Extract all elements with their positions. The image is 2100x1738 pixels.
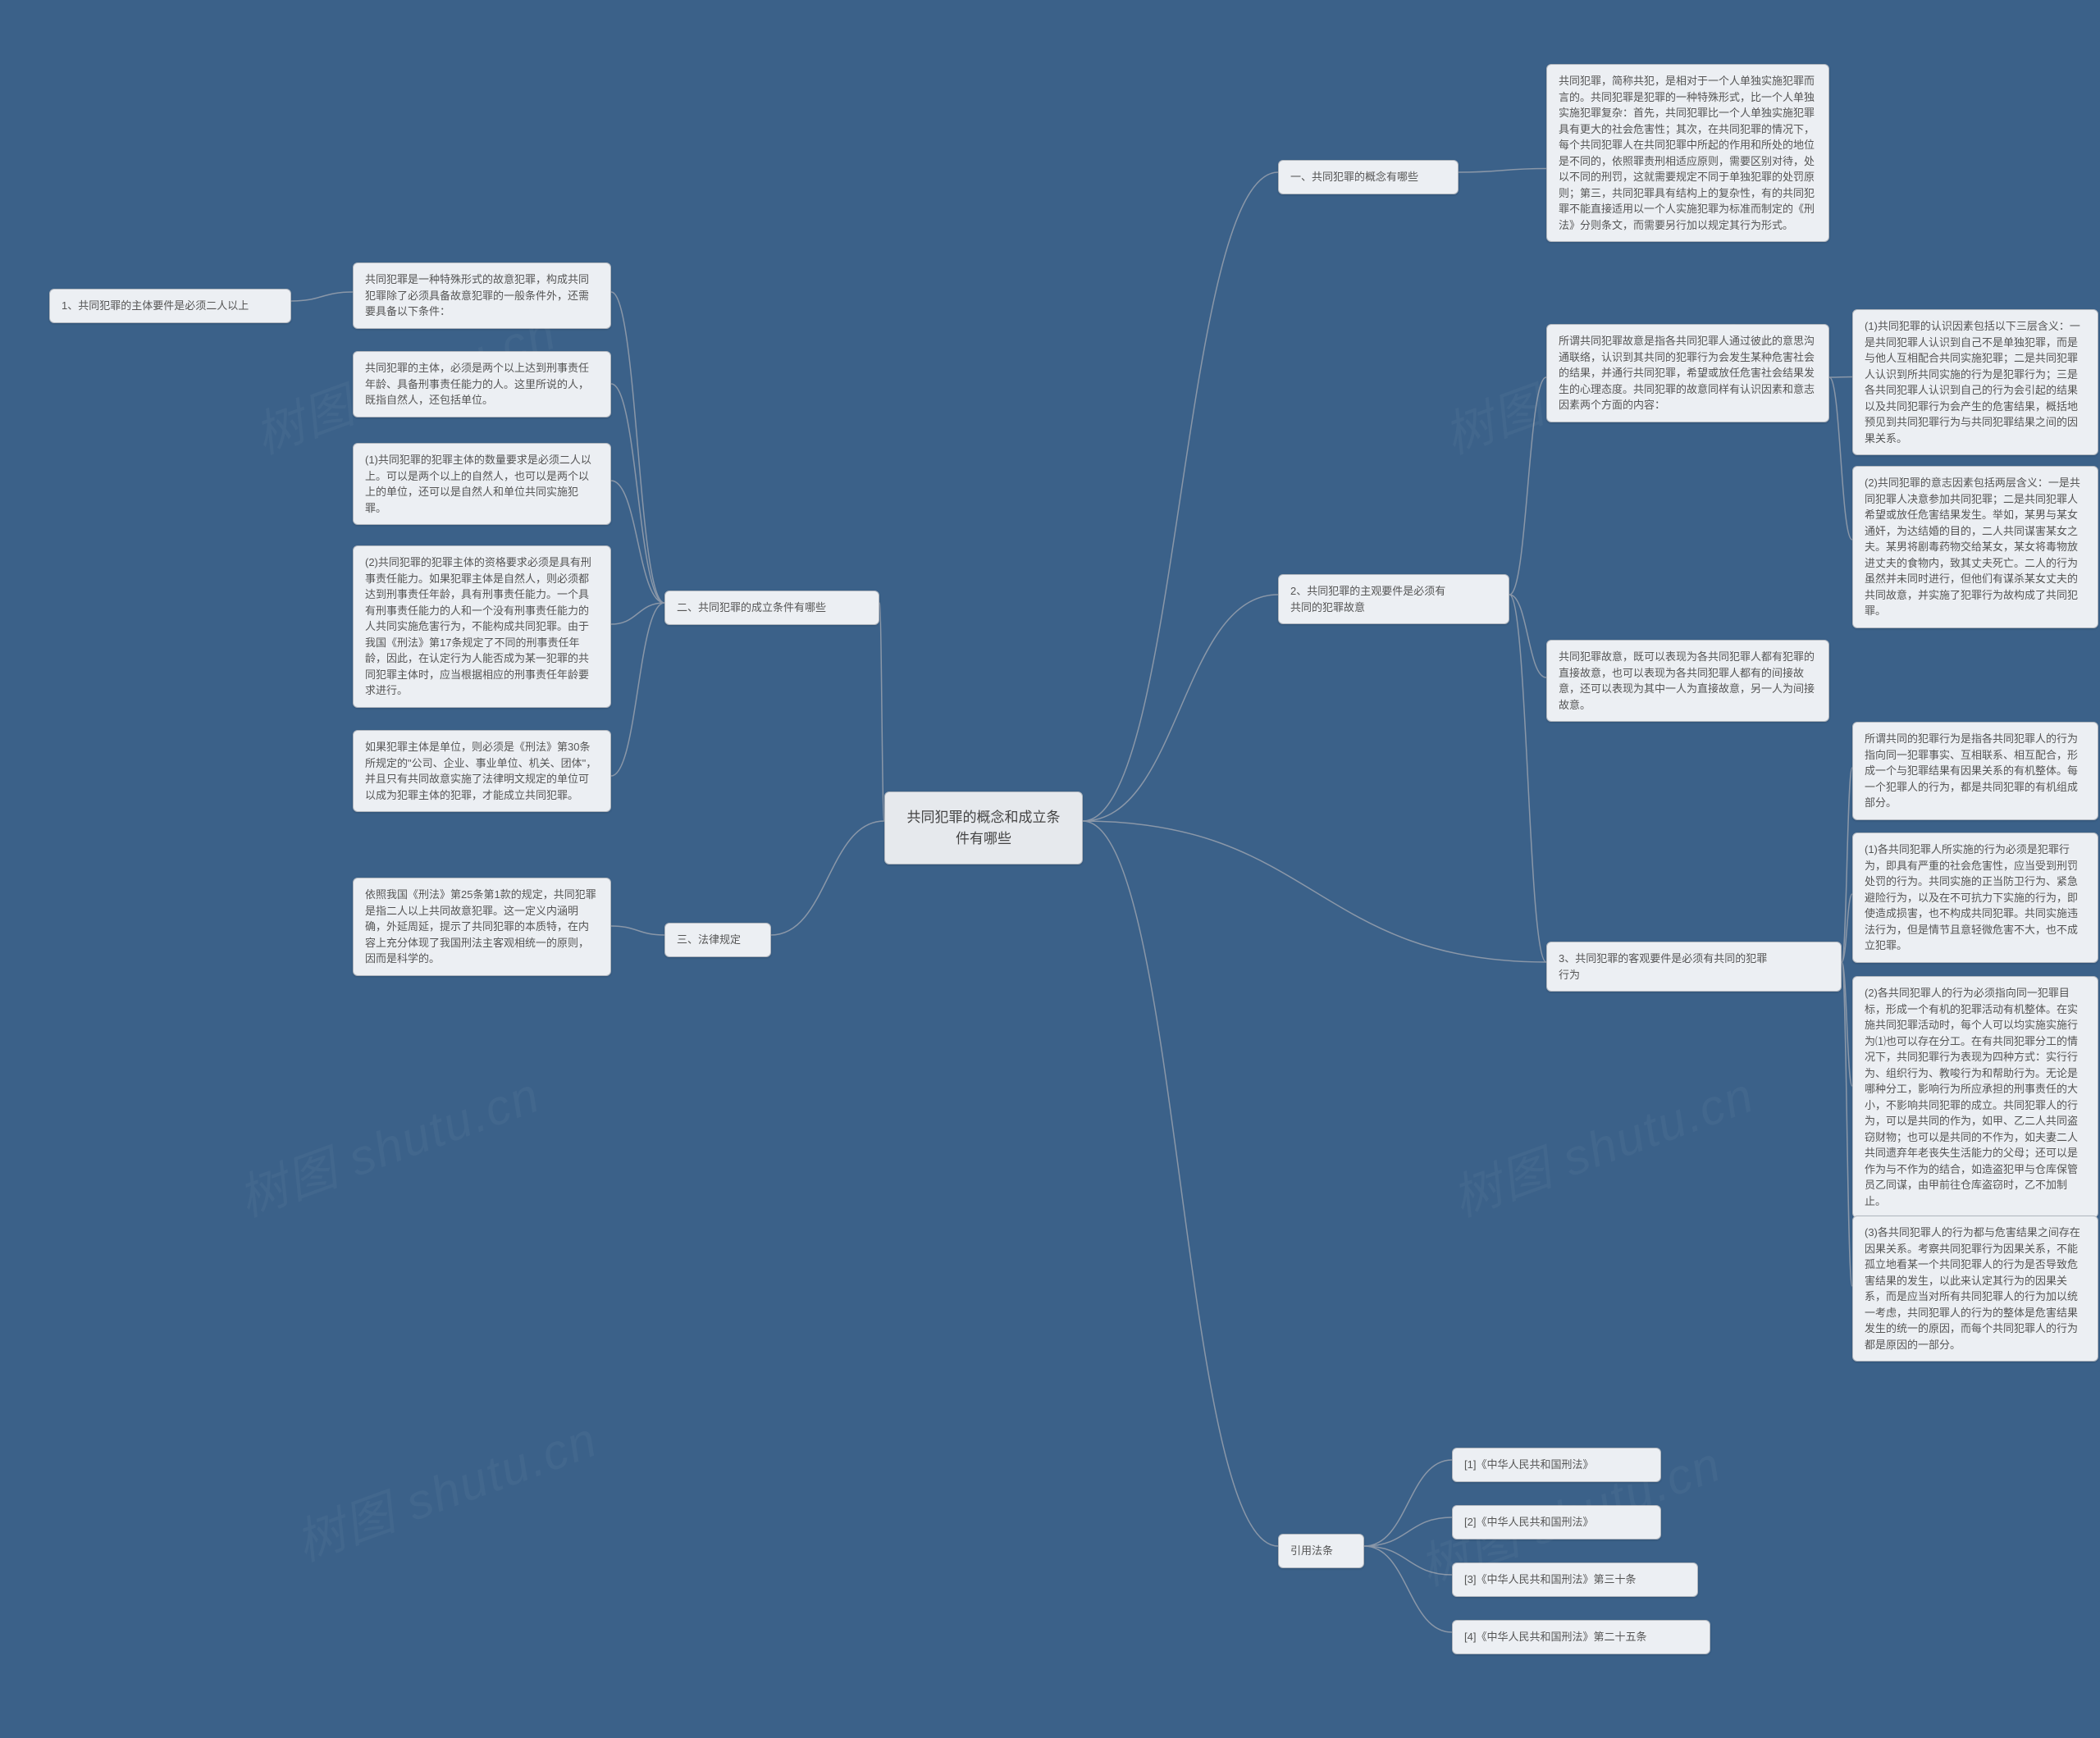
edge bbox=[1083, 821, 1278, 1546]
node-r4c: [3]《中华人民共和国刑法》第三十条 bbox=[1452, 1562, 1698, 1597]
edge bbox=[1083, 821, 1546, 962]
edge bbox=[611, 292, 664, 603]
node-l2: 二、共同犯罪的成立条件有哪些 bbox=[664, 591, 879, 625]
root-node: 共同犯罪的概念和成立条件有哪些 bbox=[884, 791, 1083, 864]
node-r2a1: (1)共同犯罪的认识因素包括以下三层含义：一是共同犯罪人认识到自己不是单独犯罪，… bbox=[1852, 309, 2098, 455]
edge bbox=[1842, 894, 1852, 962]
node-r2: 2、共同犯罪的主观要件是必须有共同的犯罪故意 bbox=[1278, 574, 1509, 624]
edge bbox=[1364, 1460, 1452, 1546]
edge bbox=[879, 603, 884, 821]
edge bbox=[1364, 1517, 1452, 1546]
node-r2a: 所谓共同犯罪故意是指各共同犯罪人通过彼此的意思沟通联络，认识到其共同的犯罪行为会… bbox=[1546, 324, 1829, 422]
edge bbox=[611, 926, 664, 935]
edge bbox=[1829, 377, 1852, 540]
edge bbox=[1083, 595, 1278, 821]
node-l3a: 依照我国《刑法》第25条第1款的规定，共同犯罪是指二人以上共同故意犯罪。这一定义… bbox=[353, 878, 611, 976]
node-r3: 3、共同犯罪的客观要件是必须有共同的犯罪行为 bbox=[1546, 942, 1842, 992]
edge bbox=[1829, 377, 1852, 378]
node-l2c: (2)共同犯罪的犯罪主体的资格要求必须是具有刑事责任能力。如果犯罪主体是自然人，… bbox=[353, 545, 611, 708]
node-r4b: [2]《中华人民共和国刑法》 bbox=[1452, 1505, 1661, 1540]
edge bbox=[1842, 962, 1852, 1086]
edge bbox=[1459, 169, 1546, 173]
node-l2d: 如果犯罪主体是单位，则必须是《刑法》第30条所规定的"公司、企业、事业单位、机关… bbox=[353, 730, 611, 812]
edge bbox=[1509, 595, 1546, 962]
node-r4a: [1]《中华人民共和国刑法》 bbox=[1452, 1448, 1661, 1482]
edge bbox=[611, 603, 664, 776]
edge bbox=[611, 603, 664, 624]
watermark: 树图 shutu.cn bbox=[285, 1400, 606, 1576]
edge bbox=[291, 292, 353, 301]
edge bbox=[771, 821, 884, 935]
edge bbox=[1509, 377, 1546, 595]
node-r2a2: (2)共同犯罪的意志因素包括两层含义：一是共同犯罪人决意参加共同犯罪；二是共同犯… bbox=[1852, 466, 2098, 628]
edge bbox=[1842, 962, 1852, 1286]
node-l2a: 共同犯罪的主体，必须是两个以上达到刑事责任年龄、具备刑事责任能力的人。这里所说的… bbox=[353, 351, 611, 417]
node-r3a: 所谓共同的犯罪行为是指各共同犯罪人的行为指向同一犯罪事实、互相联系、相互配合，形… bbox=[1852, 722, 2098, 820]
watermark: 树图 shutu.cn bbox=[1441, 1056, 1763, 1231]
edge bbox=[1364, 1546, 1452, 1575]
node-l2b: (1)共同犯罪的犯罪主体的数量要求是必须二人以上。可以是两个以上的自然人，也可以… bbox=[353, 443, 611, 525]
node-l1a: 共同犯罪是一种特殊形式的故意犯罪，构成共同犯罪除了必须具备故意犯罪的一般条件外，… bbox=[353, 262, 611, 329]
node-l3: 三、法律规定 bbox=[664, 923, 771, 957]
node-r1: 一、共同犯罪的概念有哪些 bbox=[1278, 160, 1459, 194]
node-r4: 引用法条 bbox=[1278, 1534, 1364, 1568]
edge bbox=[611, 384, 664, 603]
edge bbox=[1842, 768, 1852, 962]
watermark: 树图 shutu.cn bbox=[227, 1056, 549, 1231]
node-r4d: [4]《中华人民共和国刑法》第二十五条 bbox=[1452, 1620, 1710, 1654]
node-r3c: (2)各共同犯罪人的行为必须指向同一犯罪目标，形成一个有机的犯罪活动有机整体。在… bbox=[1852, 976, 2098, 1218]
mindmap-container: 共同犯罪的概念和成立条件有哪些 一、共同犯罪的概念有哪些 共同犯罪，简称共犯，是相对… bbox=[0, 0, 2100, 1738]
connections-svg bbox=[0, 0, 2100, 1738]
edge bbox=[1509, 595, 1546, 677]
node-r3d: (3)各共同犯罪人的行为都与危害结果之间存在因果关系。考察共同犯罪行为因果关系，… bbox=[1852, 1216, 2098, 1362]
node-r3b: (1)各共同犯罪人所实施的行为必须是犯罪行为，即具有严重的社会危害性，应当受到刑… bbox=[1852, 833, 2098, 963]
node-l1: 1、共同犯罪的主体要件是必须二人以上 bbox=[49, 289, 291, 323]
edge bbox=[1364, 1546, 1452, 1632]
edge bbox=[611, 481, 664, 603]
node-r1a: 共同犯罪，简称共犯，是相对于一个人单独实施犯罪而言的。共同犯罪是犯罪的一种特殊形… bbox=[1546, 64, 1829, 242]
edge bbox=[1083, 172, 1278, 821]
node-r2b: 共同犯罪故意，既可以表现为各共同犯罪人都有犯罪的直接故意，也可以表现为各共同犯罪… bbox=[1546, 640, 1829, 722]
